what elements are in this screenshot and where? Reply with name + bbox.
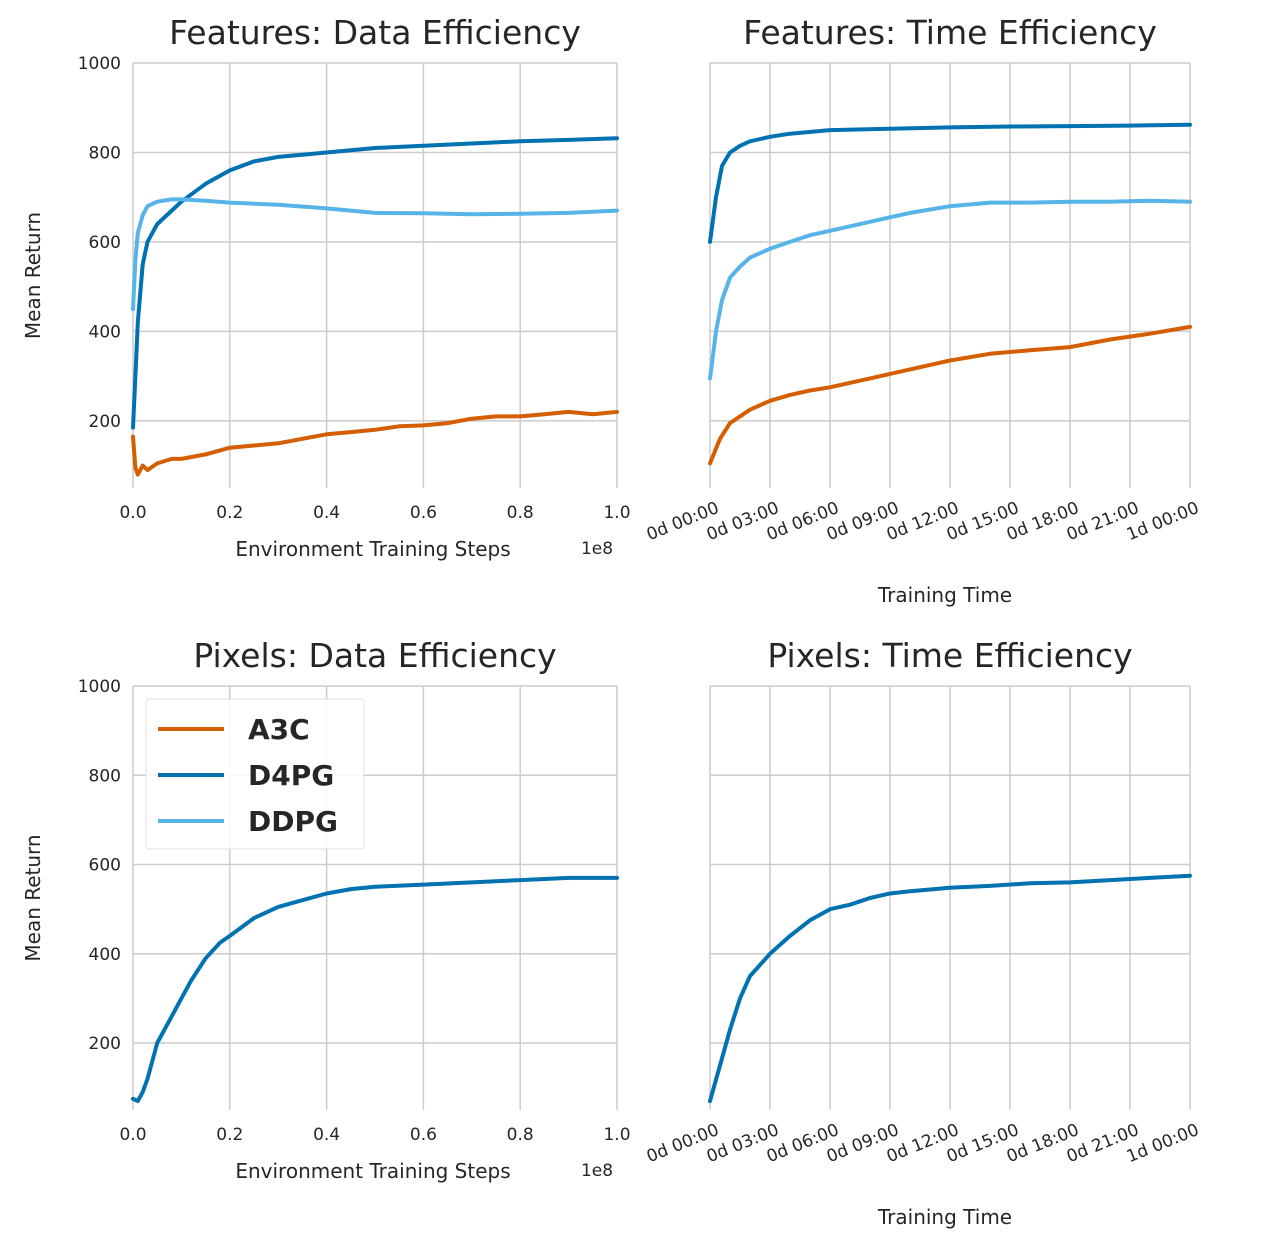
y-tick-label: 800 bbox=[89, 766, 121, 786]
panel-3: 0.0 0.2 0.4 0.6 0.8 1.0 200 400 600 800 1000 Pixels… bbox=[21, 636, 631, 1183]
x-tick-label: 0.2 bbox=[216, 1125, 243, 1145]
x-offset-label: 1e8 bbox=[581, 1161, 613, 1181]
series-line-d4pg bbox=[131, 136, 619, 430]
x-tick-label: 0.8 bbox=[507, 1125, 534, 1145]
y-axis-label: Mean Return bbox=[21, 212, 45, 339]
x-tick-label: 0.4 bbox=[313, 1125, 340, 1145]
x-axis-label: Environment Training Steps bbox=[235, 537, 510, 561]
x-axis-label: Environment Training Steps bbox=[235, 1159, 510, 1183]
x-axis-label: Training Time bbox=[877, 1205, 1012, 1229]
x-tick-label: 0.0 bbox=[119, 1125, 146, 1145]
y-tick-label: 200 bbox=[89, 412, 121, 432]
x-tick-label: 0.6 bbox=[410, 1125, 437, 1145]
legend-label-a3c: A3C bbox=[248, 713, 310, 746]
x-tick-label: 0.6 bbox=[410, 503, 437, 523]
y-tick-label: 1000 bbox=[78, 54, 121, 74]
series-line-a3c bbox=[708, 324, 1192, 466]
y-tick-label: 600 bbox=[89, 233, 121, 253]
chart-title: Features: Time Efficiency bbox=[743, 13, 1157, 52]
x-tick-label: 1.0 bbox=[603, 1125, 630, 1145]
legend-box bbox=[145, 698, 365, 850]
series-line-d4pg bbox=[708, 873, 1192, 1104]
legend-label-ddpg: DDPG bbox=[248, 805, 338, 838]
x-tick-label: 0.2 bbox=[216, 503, 243, 523]
x-tick-label: 0.8 bbox=[507, 503, 534, 523]
panel-1: 0.0 0.2 0.4 0.6 0.8 1.0 200 400 600 800 1000 Featur… bbox=[21, 13, 631, 561]
chart-title: Features: Data Efficiency bbox=[169, 13, 581, 52]
y-tick-label: 800 bbox=[89, 143, 121, 163]
y-tick-label: 200 bbox=[89, 1034, 121, 1054]
legend-label-d4pg: D4PG bbox=[248, 759, 334, 792]
series-line-a3c bbox=[131, 409, 619, 477]
chart-title: Pixels: Time Efficiency bbox=[767, 636, 1132, 675]
x-tick-label: 0.0 bbox=[119, 503, 146, 523]
chart-title: Pixels: Data Efficiency bbox=[193, 636, 556, 675]
x-offset-label: 1e8 bbox=[581, 539, 613, 559]
series-line-ddpg bbox=[708, 198, 1192, 381]
x-tick-label: 1.0 bbox=[603, 503, 630, 523]
y-tick-label: 1000 bbox=[78, 677, 121, 697]
x-axis-label: Training Time bbox=[877, 583, 1012, 607]
y-tick-label: 400 bbox=[89, 945, 121, 965]
series-line-d4pg bbox=[131, 875, 619, 1104]
y-tick-label: 400 bbox=[89, 322, 121, 342]
y-tick-label: 600 bbox=[89, 856, 121, 876]
series-line-ddpg bbox=[131, 197, 619, 312]
x-tick-label: 0.4 bbox=[313, 503, 340, 523]
series-line-d4pg bbox=[708, 122, 1192, 244]
legend: A3C D4PG DDPG bbox=[145, 698, 365, 850]
y-axis-label: Mean Return bbox=[21, 834, 45, 961]
